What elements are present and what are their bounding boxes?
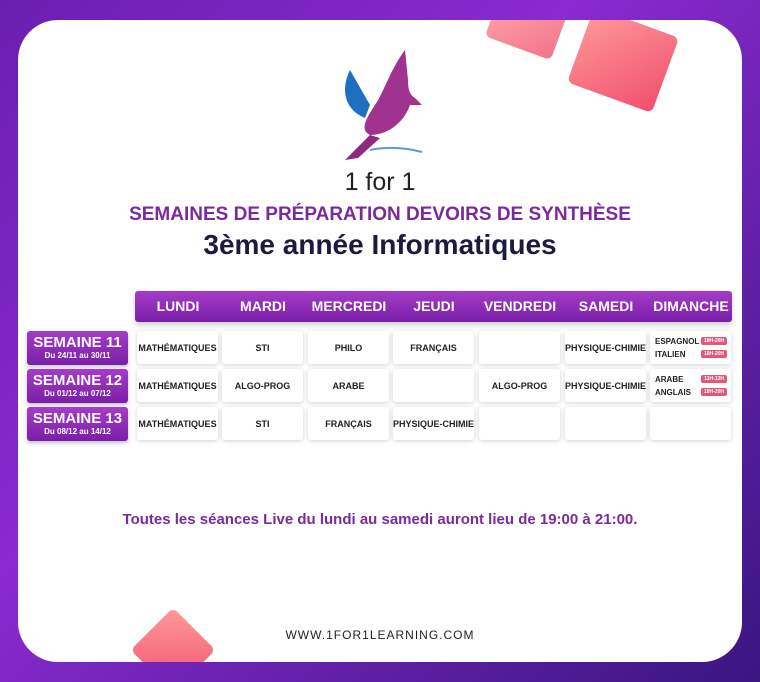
session-subject: ITALIEN xyxy=(655,349,686,359)
session-subject: ESPAGNOL xyxy=(655,336,700,346)
sunday-session: ARABE 11H-13H xyxy=(655,375,727,384)
session-subject: ANGLAIS xyxy=(655,387,691,397)
sunday-session: ESPAGNOL 18H-20H xyxy=(655,337,727,346)
day-header: SAMEDI xyxy=(578,298,634,314)
sunday-cell: ESPAGNOL 18H-20H ITALIEN 18H-20H xyxy=(650,331,731,364)
days-header: LUNDI MARDI MERCREDI JEUDI VENDREDI SAME… xyxy=(135,291,732,322)
week-name: SEMAINE 12 xyxy=(32,372,123,389)
session-subject: ARABE xyxy=(655,374,684,384)
schedule-cell: PHYSIQUE-CHIMIE xyxy=(565,331,646,364)
week-label: SEMAINE 11 Du 24/11 au 30/11 xyxy=(27,331,128,365)
day-header: MERCREDI xyxy=(311,298,387,314)
page-title: SEMAINES DE PRÉPARATION DEVOIRS DE SYNTH… xyxy=(129,204,631,225)
week-label: SEMAINE 13 Du 08/12 au 14/12 xyxy=(27,407,128,441)
day-header: JEUDI xyxy=(413,298,455,314)
page-subtitle: 3ème année Informatiques xyxy=(203,229,557,260)
schedule-cell: PHYSIQUE-CHIMIE xyxy=(565,369,646,402)
day-header: VENDREDI xyxy=(483,298,557,314)
brand-name: 1 for 1 xyxy=(344,168,416,196)
day-header: DIMANCHE xyxy=(653,298,729,314)
schedule-cell: MATHÉMATIQUES xyxy=(137,369,218,402)
schedule-cell: PHILO xyxy=(308,331,389,364)
day-header: MARDI xyxy=(240,298,286,314)
session-time-badge: 18H-20H xyxy=(700,388,727,396)
schedule-cell: ARABE xyxy=(308,369,389,402)
schedule-cell: STI xyxy=(222,331,303,364)
schedule-cell: PHYSIQUE-CHIMIE xyxy=(393,407,474,440)
schedule-cell: MATHÉMATIQUES xyxy=(137,407,218,440)
schedule-cell: MATHÉMATIQUES xyxy=(137,331,218,364)
schedule-cell: ALGO-PROG xyxy=(479,369,560,402)
schedule-cell xyxy=(479,331,560,364)
day-header: LUNDI xyxy=(156,298,200,314)
schedule-cell xyxy=(565,407,646,440)
schedule-cell: FRANÇAIS xyxy=(393,331,474,364)
decorative-gem xyxy=(484,20,572,61)
sunday-session: ANGLAIS 18H-20H xyxy=(655,388,727,397)
schedule-cell: FRANÇAIS xyxy=(308,407,389,440)
sunday-cell: ARABE 11H-13H ANGLAIS 18H-20H xyxy=(650,369,731,402)
decorative-gem xyxy=(567,20,679,113)
session-time-badge: 11H-13H xyxy=(701,375,727,383)
session-time-badge: 18H-20H xyxy=(700,337,727,345)
schedule-cell: STI xyxy=(222,407,303,440)
schedule-cell: ALGO-PROG xyxy=(222,369,303,402)
week-name: SEMAINE 13 xyxy=(32,410,123,427)
schedule-cell xyxy=(393,369,474,402)
week-dates: Du 01/12 au 07/12 xyxy=(44,389,111,398)
sunday-session: ITALIEN 18H-20H xyxy=(655,350,727,359)
week-dates: Du 24/11 au 30/11 xyxy=(44,351,111,360)
week-dates: Du 08/12 au 14/12 xyxy=(44,427,111,436)
week-label: SEMAINE 12 Du 01/12 au 07/12 xyxy=(27,369,128,403)
bird-logo-icon xyxy=(345,50,423,160)
sunday-cell xyxy=(650,407,731,440)
week-name: SEMAINE 11 xyxy=(33,334,122,351)
session-time-badge: 18H-20H xyxy=(700,350,727,358)
schedule-note: Toutes les séances Live du lundi au same… xyxy=(122,511,638,528)
website-link[interactable]: WWW.1FOR1LEARNING.COM xyxy=(285,628,475,642)
schedule-cell xyxy=(479,407,560,440)
